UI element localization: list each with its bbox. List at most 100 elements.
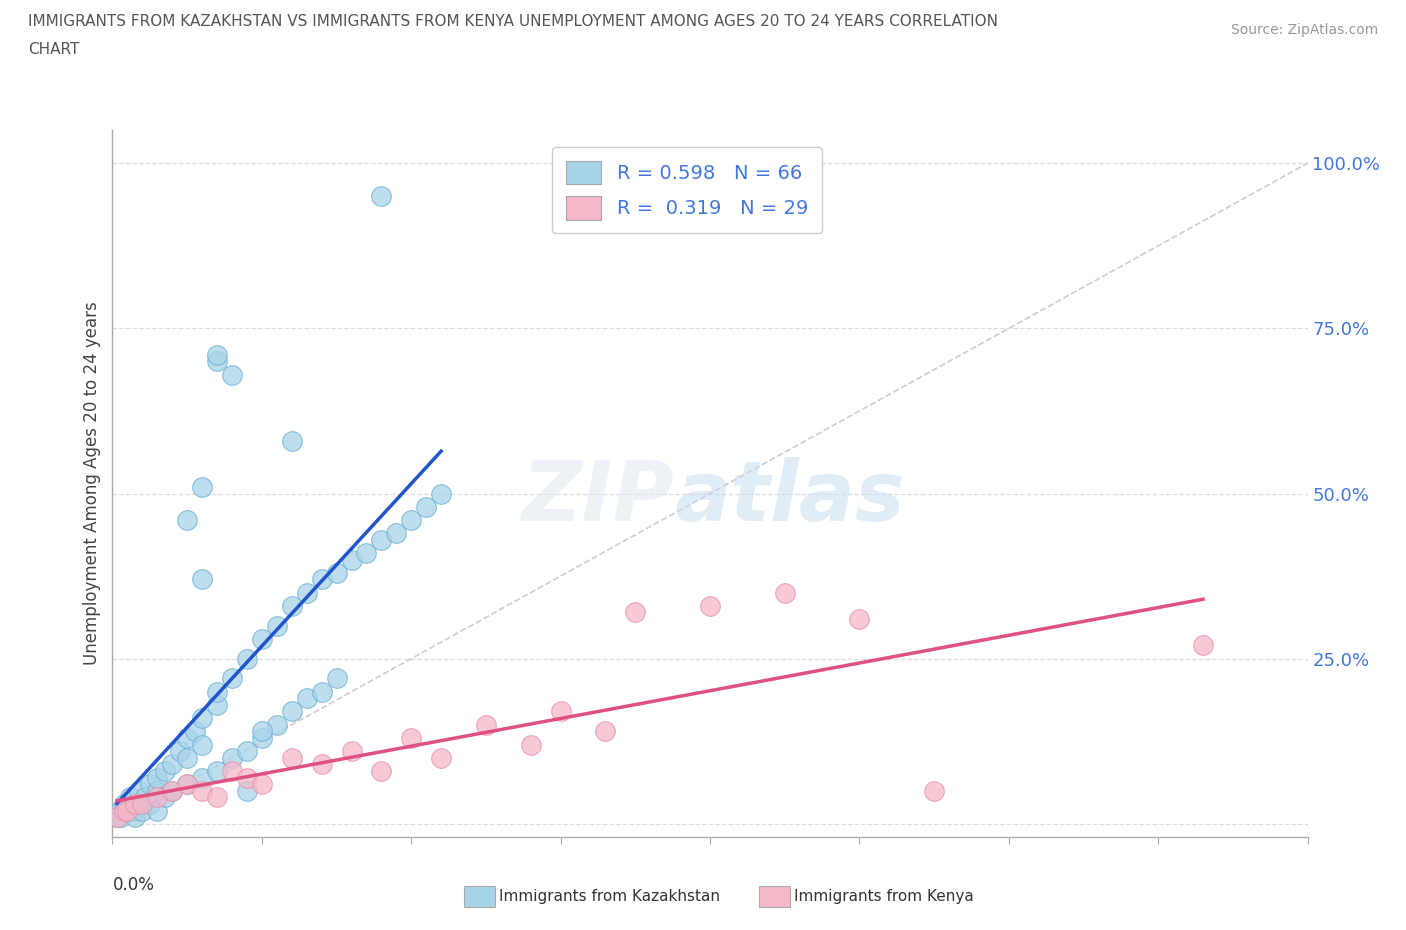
Point: [162, 783, 183, 798]
Point: [162, 757, 183, 772]
Point: [176, 751, 198, 765]
Point: [114, 804, 135, 818]
Point: [176, 777, 198, 791]
Point: [340, 744, 363, 759]
Point: [131, 796, 153, 811]
Point: [250, 777, 273, 791]
Point: [266, 717, 288, 732]
Point: [699, 598, 721, 613]
Text: Immigrants from Kenya: Immigrants from Kenya: [794, 889, 974, 904]
Text: Source: ZipAtlas.com: Source: ZipAtlas.com: [1230, 23, 1378, 37]
Y-axis label: Unemployment Among Ages 20 to 24 years: Unemployment Among Ages 20 to 24 years: [83, 301, 101, 666]
Text: atlas: atlas: [675, 458, 905, 538]
Point: [191, 770, 214, 785]
Point: [169, 744, 191, 759]
Point: [550, 704, 572, 719]
Point: [176, 777, 198, 791]
Point: [146, 770, 169, 785]
Point: [430, 486, 453, 501]
Point: [401, 512, 423, 527]
Point: [153, 790, 176, 804]
Point: [124, 796, 146, 811]
Point: [370, 532, 392, 547]
Point: [205, 764, 228, 778]
Point: [236, 651, 259, 666]
Text: ZIP: ZIP: [522, 458, 675, 538]
Point: [105, 810, 128, 825]
Point: [401, 730, 423, 745]
Point: [205, 790, 228, 804]
Point: [356, 546, 378, 561]
Point: [191, 711, 214, 725]
Point: [191, 480, 214, 495]
Point: [922, 783, 945, 798]
Point: [281, 433, 304, 448]
Point: [124, 804, 146, 818]
Legend: R = 0.598   N = 66, R =  0.319   N = 29: R = 0.598 N = 66, R = 0.319 N = 29: [553, 147, 821, 233]
Point: [340, 552, 363, 567]
Point: [205, 698, 228, 712]
Point: [370, 189, 392, 204]
Point: [114, 796, 135, 811]
Point: [162, 783, 183, 798]
Point: [281, 598, 304, 613]
Point: [139, 777, 162, 791]
Point: [624, 605, 647, 620]
Text: 0.0%: 0.0%: [112, 876, 155, 894]
Point: [128, 783, 150, 798]
Point: [176, 730, 198, 745]
Point: [108, 804, 131, 818]
Point: [110, 810, 132, 825]
Point: [236, 783, 259, 798]
Point: [281, 704, 304, 719]
Point: [221, 671, 243, 686]
Point: [153, 764, 176, 778]
Point: [221, 764, 243, 778]
Point: [370, 764, 392, 778]
Point: [475, 717, 498, 732]
Point: [236, 744, 259, 759]
Point: [295, 585, 318, 600]
Point: [848, 612, 870, 627]
Point: [124, 810, 146, 825]
Text: Immigrants from Kazakhstan: Immigrants from Kazakhstan: [499, 889, 720, 904]
Point: [311, 572, 333, 587]
Point: [146, 790, 169, 804]
Point: [146, 804, 169, 818]
Point: [311, 757, 333, 772]
Point: [430, 751, 453, 765]
Text: CHART: CHART: [28, 42, 80, 57]
Point: [415, 499, 437, 514]
Point: [595, 724, 617, 738]
Point: [131, 796, 153, 811]
Point: [183, 724, 205, 738]
Point: [236, 770, 259, 785]
Point: [176, 512, 198, 527]
Point: [221, 751, 243, 765]
Point: [146, 783, 169, 798]
Point: [281, 751, 304, 765]
Point: [191, 572, 214, 587]
Point: [191, 783, 214, 798]
Point: [311, 684, 333, 699]
Point: [131, 804, 153, 818]
Point: [250, 724, 273, 738]
Point: [295, 691, 318, 706]
Point: [250, 730, 273, 745]
Point: [205, 684, 228, 699]
Point: [385, 525, 408, 540]
Point: [325, 671, 347, 686]
Point: [134, 790, 156, 804]
Point: [105, 810, 128, 825]
Point: [205, 347, 228, 362]
Text: IMMIGRANTS FROM KAZAKHSTAN VS IMMIGRANTS FROM KENYA UNEMPLOYMENT AMONG AGES 20 T: IMMIGRANTS FROM KAZAKHSTAN VS IMMIGRANTS…: [28, 14, 998, 29]
Point: [221, 367, 243, 382]
Point: [325, 565, 347, 580]
Point: [191, 737, 214, 752]
Point: [773, 585, 796, 600]
Point: [1192, 638, 1215, 653]
Point: [266, 618, 288, 633]
Point: [250, 631, 273, 646]
Point: [117, 804, 139, 818]
Point: [205, 354, 228, 369]
